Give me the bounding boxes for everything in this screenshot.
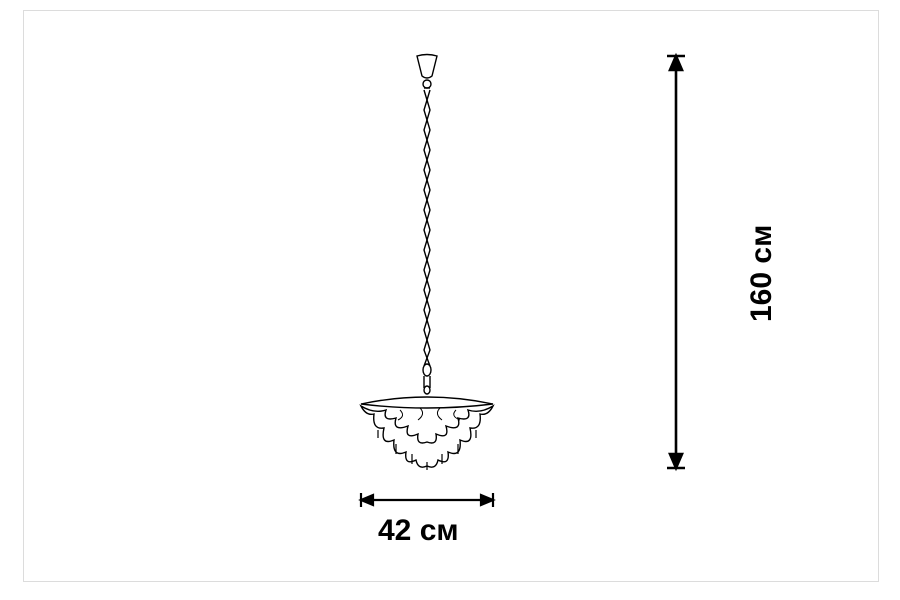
height-label: 160 см — [745, 225, 779, 322]
diagram-canvas: 42 см 160 см — [0, 0, 900, 600]
